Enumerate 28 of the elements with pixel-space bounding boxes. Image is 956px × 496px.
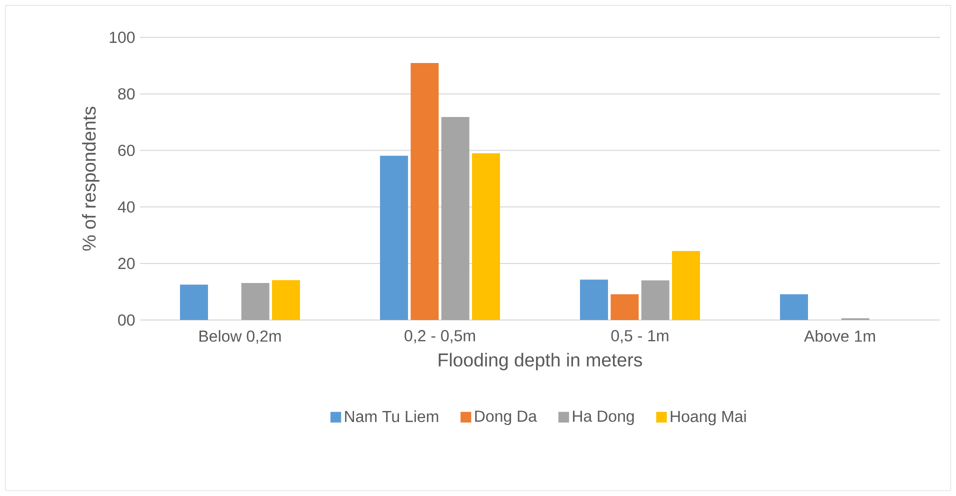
bar xyxy=(272,280,300,320)
legend-label: Dong Da xyxy=(475,410,537,426)
bar xyxy=(441,117,470,320)
x-tick-label: Above 1m xyxy=(804,330,875,342)
y-tick-label: 80 xyxy=(118,88,135,100)
x-tick-label: 0,5 - 1m xyxy=(611,330,668,344)
legend-label: Hoang Mai xyxy=(670,410,746,426)
bar xyxy=(580,280,608,320)
bar xyxy=(610,294,639,320)
legend-label: Ha Dong xyxy=(573,410,634,426)
y-tick-label: 20 xyxy=(118,258,135,270)
bar xyxy=(241,282,270,320)
x-tick-label: Below 0,2m xyxy=(200,330,281,344)
bar xyxy=(641,280,670,320)
legend-label: Nam Tu Liem xyxy=(345,410,438,422)
y-tick-label: 40 xyxy=(118,201,135,213)
x-tick-label: 0,2 - 0,5m xyxy=(404,330,475,344)
y-tick-label: 100 xyxy=(110,32,135,43)
bar xyxy=(180,284,208,320)
x-axis-title: Flooding depth in meters xyxy=(438,352,642,370)
bar xyxy=(380,156,408,320)
y-tick-label: 00 xyxy=(118,314,135,326)
bar xyxy=(472,153,500,320)
bar xyxy=(672,251,700,320)
bar xyxy=(780,294,808,320)
bar xyxy=(410,63,439,320)
y-tick-label: 60 xyxy=(118,144,135,156)
y-axis-title: % of respondents xyxy=(82,106,100,251)
